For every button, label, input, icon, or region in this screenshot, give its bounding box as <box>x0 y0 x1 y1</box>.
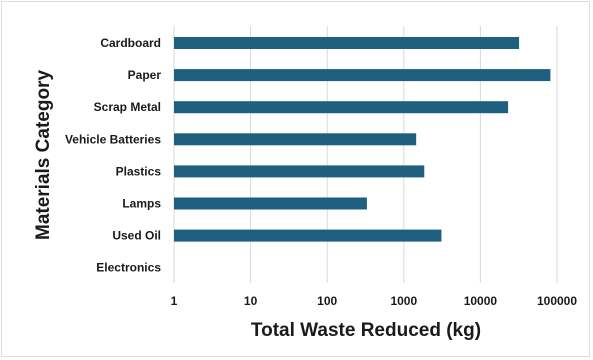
bar-paper <box>174 69 551 82</box>
bar-lamps <box>174 197 367 210</box>
bar-plastics <box>174 165 425 178</box>
x-tick-label: 1 <box>171 294 178 308</box>
category-label: Paper <box>128 68 162 82</box>
x-tick-label: 10000 <box>464 294 498 308</box>
category-label: Vehicle Batteries <box>65 132 161 146</box>
x-tick-label: 1000 <box>390 294 417 308</box>
bar-scrap-metal <box>174 101 509 114</box>
x-tick-label: 100 <box>317 294 337 308</box>
category-label: Cardboard <box>100 36 161 50</box>
bar-used-oil <box>174 229 442 242</box>
grid-lines <box>173 26 558 283</box>
category-label: Lamps <box>122 197 161 211</box>
y-axis-label: Materials Category <box>33 70 54 240</box>
x-tick-labels: 1 10 100 1000 10000 100000 <box>171 294 578 308</box>
x-tick-label: 100000 <box>537 294 577 308</box>
category-label: Scrap Metal <box>94 100 161 114</box>
category-label: Electronics <box>96 261 161 275</box>
bar-vehicle-batteries <box>174 133 417 146</box>
category-label: Used Oil <box>112 229 161 243</box>
bars <box>174 37 551 242</box>
x-axis-label: Total Waste Reduced (kg) <box>251 320 481 341</box>
category-label: Plastics <box>116 164 162 178</box>
bar-cardboard <box>174 37 520 49</box>
x-tick-label: 10 <box>244 294 258 308</box>
category-labels: Cardboard Paper Scrap Metal Vehicle Batteri… <box>65 36 161 275</box>
